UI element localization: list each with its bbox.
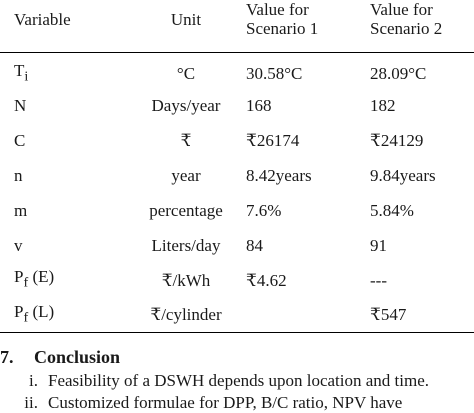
unit-cell: percentage [149, 200, 223, 220]
scenario-2-cell: --- [370, 270, 387, 290]
variable-cell: n [14, 165, 23, 185]
parameters-table: Variable Unit Value for Scenario 1 Value… [0, 0, 474, 333]
unit-cell: °C [176, 63, 196, 83]
scenario-1-cell: 84 [246, 235, 263, 255]
variable-symbol: P [14, 302, 24, 322]
section-heading: 7. Conclusion [0, 347, 120, 368]
variable-suffix: (L) [28, 302, 55, 322]
table-row: n year 8.42years 9.84years [0, 158, 474, 193]
header-scenario-1-line-2: Scenario 1 [246, 19, 319, 38]
scenario-1-cell: ₹4.62 [246, 270, 287, 290]
variable-subscript: f [23, 274, 29, 291]
header-scenario-2: Value for Scenario 2 [370, 0, 474, 53]
variable-cell: N [14, 95, 27, 115]
table-row: C ₹ ₹26174 ₹24129 [0, 123, 474, 158]
header-scenario-1: Value for Scenario 1 [246, 0, 370, 53]
table-row: m percentage 7.6% 5.84% [0, 193, 474, 228]
list-marker: ii. [24, 393, 38, 412]
unit-cell: ₹/cylinder [150, 305, 222, 325]
list-item: i. Feasibility of a DSWH depends upon loc… [0, 371, 429, 391]
unit-cell: ₹ [180, 130, 192, 150]
scenario-1-cell: 7.6% [246, 200, 282, 220]
table-row: Pf (L) ₹/cylinder ₹547 [0, 298, 474, 333]
variable-cell: Pf (E) [0, 263, 126, 298]
table-row: Pf (E) ₹/kWh ₹4.62 --- [0, 263, 474, 298]
variable-cell: Ti [0, 53, 126, 88]
scenario-2-cell: 5.84% [370, 200, 414, 220]
unit-cell: Days/year [151, 95, 221, 115]
table-row: v Liters/day 84 91 [0, 228, 474, 263]
header-variable: Variable [14, 10, 71, 29]
header-scenario-1-line-1: Value for [246, 0, 309, 19]
scenario-2-cell: 28.09°C [370, 63, 427, 83]
list-item-text: Customized formulae for DPP, B/C ratio, … [48, 393, 403, 412]
variable-cell: v [14, 235, 23, 255]
table-row: N Days/year 168 182 [0, 88, 474, 123]
header-scenario-2-line-1: Value for [370, 0, 433, 19]
scenario-1-cell: 168 [246, 95, 272, 115]
variable-subscript: i [24, 67, 29, 84]
variable-suffix: (E) [28, 267, 55, 287]
scenario-1-cell [246, 298, 370, 333]
scenario-1-cell: ₹26174 [246, 130, 300, 150]
unit-cell: Liters/day [151, 235, 221, 255]
variable-cell: C [14, 130, 26, 150]
variable-symbol: T [14, 60, 25, 80]
scenario-2-cell: ₹547 [370, 305, 407, 325]
list-marker: i. [29, 371, 38, 390]
header-unit: Unit [170, 10, 202, 29]
header-scenario-2-line-2: Scenario 2 [370, 19, 443, 38]
unit-cell: ₹/kWh [161, 270, 211, 290]
variable-symbol: P [14, 267, 24, 287]
list-item-text: Feasibility of a DSWH depends upon locat… [48, 371, 430, 390]
scenario-2-cell: 182 [370, 95, 396, 115]
scenario-2-cell: ₹24129 [370, 130, 424, 150]
scenario-1-cell: 8.42years [246, 165, 312, 185]
scenario-2-cell: 91 [370, 235, 387, 255]
section-title-text: Conclusion [34, 347, 121, 367]
table-row: Ti °C 30.58°C 28.09°C [0, 53, 474, 88]
variable-cell: m [14, 200, 28, 220]
scenario-1-cell: 30.58°C [246, 63, 303, 83]
unit-cell: year [171, 165, 201, 185]
variable-subscript: f [23, 309, 29, 326]
list-item: ii. Customized formulae for DPP, B/C rati… [0, 393, 402, 413]
section-number: 7. [0, 347, 14, 367]
scenario-2-cell: 9.84years [370, 165, 436, 185]
variable-cell: Pf (L) [0, 298, 126, 333]
table-header-row: Variable Unit Value for Scenario 1 Value… [0, 0, 474, 53]
